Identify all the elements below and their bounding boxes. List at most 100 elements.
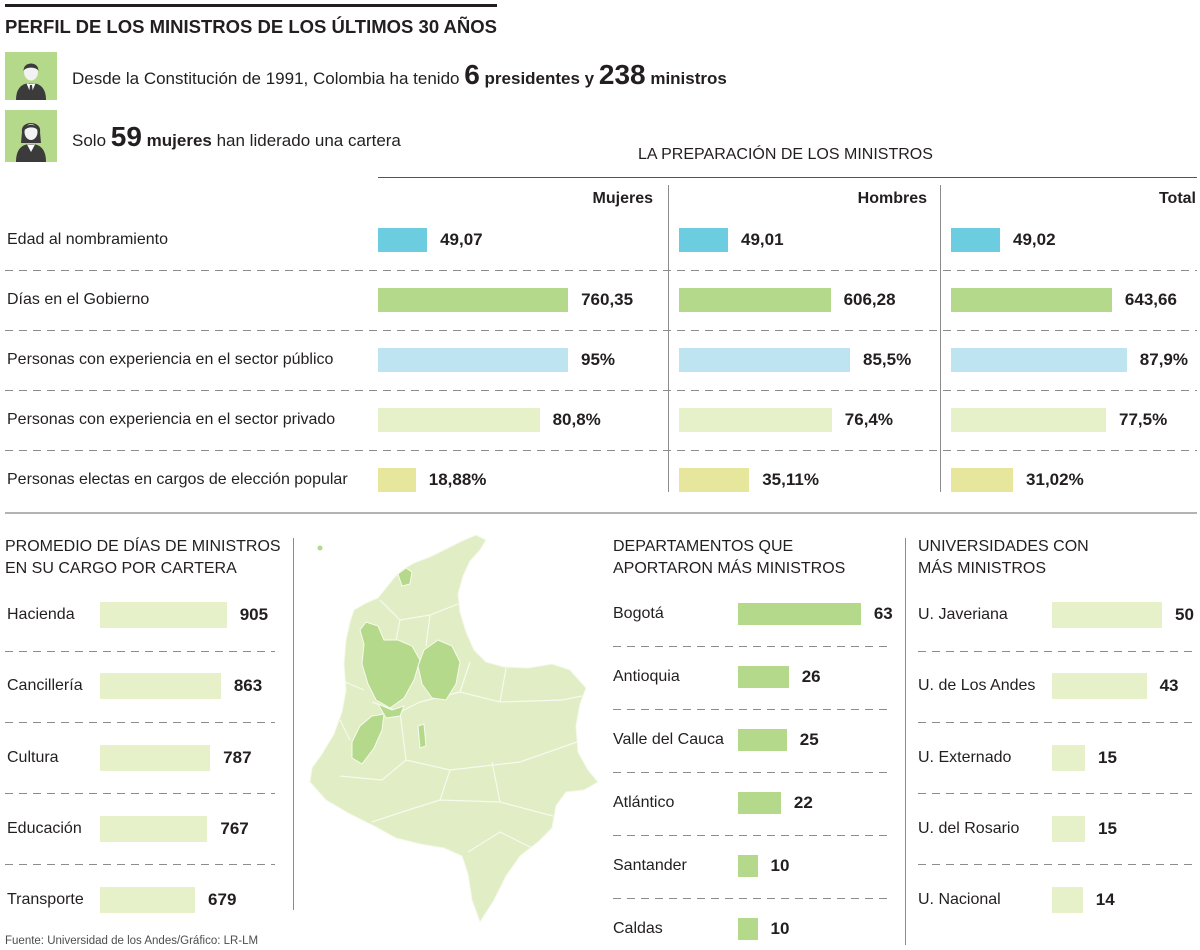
column-header-mujeres: Mujeres xyxy=(592,190,653,207)
bar-value-label: 863 xyxy=(233,676,263,696)
table-row: Personas con experiencia en el sector pr… xyxy=(0,390,1167,450)
row-separator xyxy=(5,390,1197,391)
bar-value-label-hombres: 49,01 xyxy=(741,230,784,249)
column-header-total: Total xyxy=(1158,190,1196,207)
list-item: Atlántico 22 xyxy=(0,783,813,823)
list-item: U. del Rosario 15 xyxy=(0,809,1117,849)
chart-title-line: PROMEDIO DE DÍAS DE MINISTROS xyxy=(5,538,281,555)
map-region xyxy=(351,713,385,765)
column-separator xyxy=(668,185,669,492)
bar-value-label: 50 xyxy=(1175,605,1194,624)
presidents-summary: Desde la Constitución de 1991, Colombia … xyxy=(72,60,727,94)
table-row: Días en el Gobierno 760,35 606,28 643,66 xyxy=(0,270,1177,330)
row-separator xyxy=(5,722,275,723)
bar-cell: 863 xyxy=(100,666,262,706)
bar-cell: 43 xyxy=(1052,666,1179,706)
bar-total xyxy=(951,348,1127,372)
list-item: Valle del Cauca 25 xyxy=(0,720,819,760)
bar-value-label-total: 49,02 xyxy=(1013,230,1056,249)
bar-cell: 10 xyxy=(738,846,789,886)
summary-text: han liderado una cartera xyxy=(216,131,401,150)
row-separator xyxy=(5,651,275,652)
item-label: Transporte xyxy=(7,891,84,908)
row-separator xyxy=(613,646,892,647)
bar xyxy=(100,673,221,700)
women-label: mujeres xyxy=(146,131,212,150)
bar-value-label-hombres: 35,11% xyxy=(762,470,819,489)
item-label: Valle del Cauca xyxy=(613,731,724,748)
bar-cell-mujeres: 95% xyxy=(378,348,615,372)
bar-value-label: 43 xyxy=(1159,676,1179,696)
item-label: Cultura xyxy=(7,748,59,766)
map-department-borders xyxy=(339,599,583,853)
list-item: U. de Los Andes 43 xyxy=(0,666,1179,706)
bar-value-label: 26 xyxy=(801,667,821,686)
map-region xyxy=(376,702,405,719)
item-label: Caldas xyxy=(613,920,663,937)
bar xyxy=(1052,815,1085,842)
list-item: Bogotá 63 xyxy=(0,594,893,634)
source-footer: Fuente: Universidad de los Andes/Gráfico… xyxy=(5,935,259,947)
row-label: Personas con experiencia en el sector pú… xyxy=(7,351,334,368)
bar-value-label: 10 xyxy=(770,856,790,875)
bar-value-label: 63 xyxy=(873,604,893,623)
bar-cell-hombres: 85,5% xyxy=(679,348,911,372)
top-rule xyxy=(5,4,497,7)
bar-cell: 63 xyxy=(738,594,893,634)
bar-hombres xyxy=(679,228,728,252)
bar-value-label: 787 xyxy=(223,747,252,767)
chart-title-line: DEPARTAMENTOS QUE xyxy=(613,538,794,555)
bar-cell: 905 xyxy=(100,595,268,635)
bar-cell-mujeres: 80,8% xyxy=(378,408,601,432)
bar-mujeres xyxy=(378,288,569,312)
bar-cell-total: 77,5% xyxy=(951,408,1167,432)
list-item: Cultura 787 xyxy=(0,738,252,778)
bar-value-label: 15 xyxy=(1098,818,1117,838)
bar-total xyxy=(951,468,1014,492)
item-label: U. del Rosario xyxy=(918,819,1020,837)
bar-value-label-total: 77,5% xyxy=(1119,410,1168,429)
bar-value-label: 679 xyxy=(208,890,237,909)
bar xyxy=(738,792,781,814)
bar-cell: 15 xyxy=(1052,809,1117,849)
chart-title: UNIVERSIDADES CON MÁS MINISTROS xyxy=(918,536,1089,580)
item-label: Santander xyxy=(613,857,687,874)
bar-cell-hombres: 606,28 xyxy=(679,288,896,312)
bar-total xyxy=(951,288,1112,312)
bar xyxy=(738,729,787,751)
row-separator xyxy=(613,835,892,836)
bar-cell: 25 xyxy=(738,720,819,760)
bar-value-label-hombres: 606,28 xyxy=(843,290,896,309)
map-region xyxy=(417,723,427,749)
item-label: Educación xyxy=(7,819,82,837)
chart-title: PROMEDIO DE DÍAS DE MINISTROS EN SU CARG… xyxy=(5,536,281,580)
women-summary: Solo 59 mujeres han liderado una cartera xyxy=(72,122,401,156)
item-label: Hacienda xyxy=(7,606,75,623)
map-region xyxy=(359,621,421,709)
table-top-rule xyxy=(378,177,1197,178)
bar xyxy=(738,918,758,940)
chart-title-line: APORTARON MÁS MINISTROS xyxy=(613,560,846,577)
bar xyxy=(1052,744,1085,771)
row-separator xyxy=(613,709,892,710)
bar-cell-hombres: 76,4% xyxy=(679,408,893,432)
row-label: Personas electas en cargos de elección p… xyxy=(7,471,348,488)
row-separator xyxy=(5,450,1197,451)
bar xyxy=(1052,887,1083,913)
bar xyxy=(100,815,208,842)
man-icon xyxy=(5,52,57,100)
bar xyxy=(100,887,196,913)
bar-value-label-mujeres: 95% xyxy=(581,350,616,369)
table-row: Personas electas en cargos de elección p… xyxy=(0,450,1084,510)
row-separator xyxy=(5,864,275,865)
bar-cell-total: 49,02 xyxy=(951,228,1056,252)
bar-mujeres xyxy=(378,348,568,372)
list-item: Educación 767 xyxy=(0,809,249,849)
bar-value-label: 14 xyxy=(1095,890,1115,909)
row-label: Edad al nombramiento xyxy=(7,231,168,248)
map-region xyxy=(397,567,413,587)
row-separator xyxy=(918,722,1197,723)
bar-cell-total: 87,9% xyxy=(951,348,1188,372)
presidents-label: presidentes y xyxy=(484,69,595,88)
bar-value-label-total: 643,66 xyxy=(1124,290,1177,309)
